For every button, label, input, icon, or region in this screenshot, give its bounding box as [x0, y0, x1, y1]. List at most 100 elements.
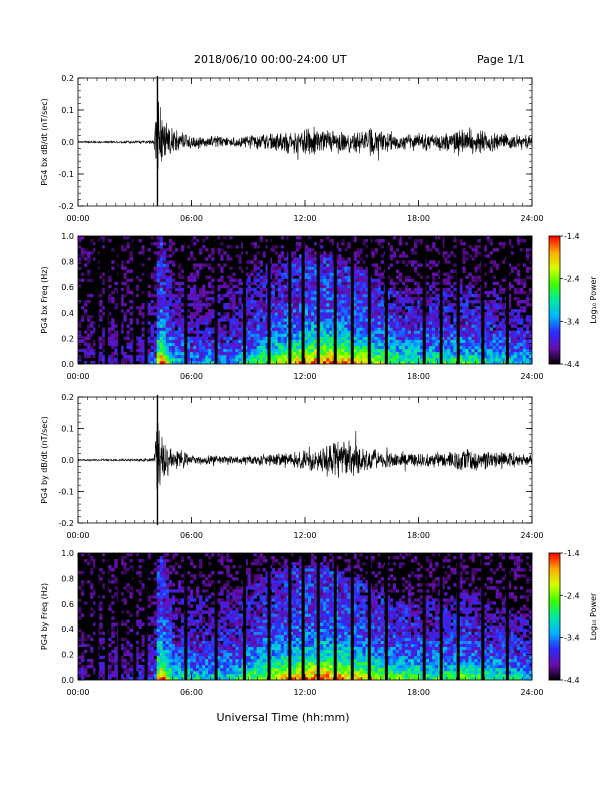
spectrogram-cell — [129, 342, 133, 347]
spectrogram-cell — [99, 342, 103, 347]
spectrogram-cell — [193, 284, 197, 289]
spectrogram-cell — [338, 263, 342, 267]
spectrogram-cell — [359, 336, 363, 340]
spectrogram-cell — [410, 260, 415, 264]
spectrogram-cell — [365, 342, 369, 347]
spectrogram-cell — [84, 559, 88, 563]
spectrogram-cell — [311, 312, 315, 316]
spectrogram-cell — [271, 300, 276, 304]
spectrogram-cell — [359, 293, 363, 298]
spectrogram-cell — [323, 287, 327, 292]
spectrogram-cell — [447, 339, 451, 343]
colorbar-segment — [549, 340, 560, 343]
spectrogram-cell — [341, 281, 345, 286]
spectrogram-cell — [156, 309, 161, 313]
x-tick-label: 24:00 — [520, 531, 543, 540]
spectrogram-cell — [326, 303, 330, 307]
spectrogram-cell — [413, 348, 418, 353]
spectrogram-cell — [226, 275, 230, 279]
spectrogram-cell — [229, 290, 233, 295]
spectrogram-cell — [298, 245, 303, 249]
spectrogram-cell — [353, 263, 357, 267]
spectrogram-cell — [93, 242, 97, 246]
spectrogram-cell — [186, 303, 191, 307]
spectrogram-cell — [471, 315, 475, 319]
spectrogram-cell — [141, 348, 145, 353]
spectrogram-cell — [489, 342, 493, 347]
spectrogram-cell — [335, 324, 339, 328]
spectrogram-cell — [99, 293, 103, 298]
spectrogram-cell — [308, 324, 312, 328]
spectrogram-cell — [247, 306, 251, 310]
spectrogram-cell — [99, 318, 103, 322]
spectrogram-cell — [159, 254, 164, 258]
spectrogram-cell — [353, 327, 357, 331]
spectrogram-cell — [93, 610, 97, 614]
spectrogram-cell — [362, 269, 366, 273]
spectrogram-cell — [513, 360, 518, 364]
spectrogram-cell — [244, 357, 248, 362]
spectrogram-cell — [335, 281, 339, 286]
spectrogram-cell — [362, 303, 366, 307]
spectrogram-cell — [386, 342, 391, 347]
spectrogram-cell — [314, 296, 318, 301]
spectrogram-cell — [426, 245, 430, 249]
spectrogram-cell — [462, 296, 466, 301]
spectrogram-cell — [147, 360, 151, 364]
spectrogram-cell — [432, 351, 436, 356]
spectrogram-cell — [247, 333, 251, 337]
spectrogram-cell — [474, 321, 478, 325]
spectrogram-cell — [244, 351, 248, 356]
spectrogram-cell — [229, 245, 233, 249]
y-tick-label: -0.1 — [58, 170, 74, 179]
spectrogram-cell — [323, 281, 327, 286]
spectrogram-cell — [453, 293, 457, 298]
spectrogram-cell — [362, 330, 366, 334]
spectrogram-cell — [341, 266, 345, 270]
spectrogram-cell — [259, 321, 263, 325]
spectrogram-cell — [311, 290, 315, 295]
spectrogram-cell — [441, 296, 445, 301]
spectrogram-cell — [362, 312, 366, 316]
spectrogram-cell — [525, 315, 530, 319]
spectrogram-cell — [305, 278, 309, 283]
spectrogram-cell — [404, 360, 409, 364]
spectrogram-cell — [314, 269, 318, 273]
spectrogram-cell — [386, 324, 391, 328]
spectrogram-cell — [250, 360, 254, 364]
spectrogram-cell — [153, 272, 157, 276]
spectrogram-cell — [81, 553, 85, 557]
spectrogram-cell — [208, 266, 212, 270]
spectrogram-cell — [323, 296, 327, 301]
spectrogram-cell — [274, 357, 279, 362]
spectrogram-cell — [165, 357, 170, 362]
spectrogram-cell — [244, 360, 248, 364]
spectrogram-cell — [102, 245, 106, 249]
spectrogram-cell — [492, 330, 496, 334]
spectrogram-cell — [193, 354, 197, 359]
spectrogram-cell — [78, 245, 82, 249]
spectrogram-cell — [429, 312, 433, 316]
spectrogram-cell — [389, 248, 394, 252]
spectrogram-cell — [392, 287, 397, 292]
spectrogram-cell — [359, 272, 363, 276]
spectrogram-cell — [196, 300, 200, 304]
colorbar-segment — [549, 255, 560, 258]
spectrogram-cell — [525, 321, 530, 325]
spectrogram-cell — [374, 296, 378, 301]
spectrogram-cell — [250, 242, 254, 246]
spectrogram-cell — [174, 360, 179, 364]
spectrogram-cell — [344, 263, 348, 267]
spectrogram-cell — [280, 266, 285, 270]
spectrogram-cell — [416, 339, 421, 343]
spectrogram-cell — [453, 269, 457, 273]
spectrogram-cell — [432, 245, 436, 249]
spectrogram-cell — [129, 290, 133, 295]
spectrogram-cell — [93, 342, 97, 347]
spectrogram-cell — [223, 330, 227, 334]
spectrogram-cell — [93, 622, 97, 626]
spectrogram-cell — [432, 312, 436, 316]
spectrogram-cell — [232, 284, 236, 289]
spectrogram-cell — [338, 275, 342, 279]
spectrogram-cell — [441, 239, 445, 243]
